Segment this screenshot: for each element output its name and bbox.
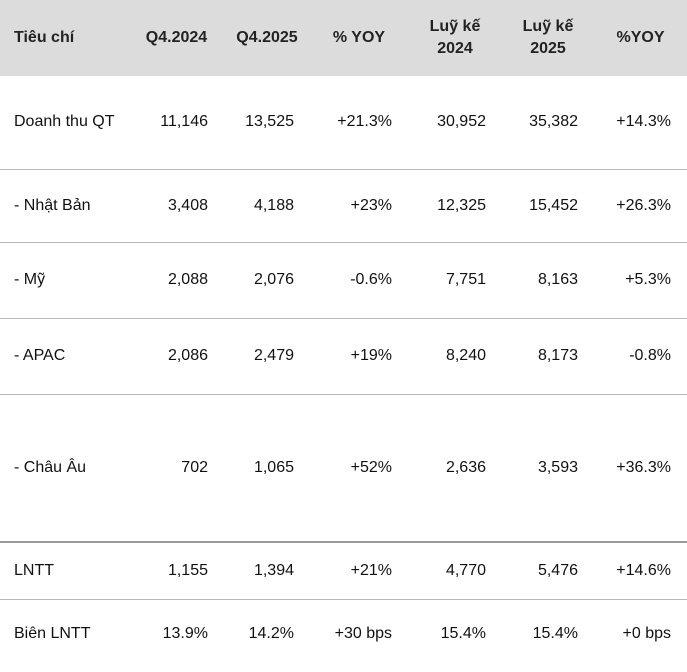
cell-ytd-2025: 8,173 [537,347,578,364]
header-yoy-ytd: %YOY [616,29,665,46]
row-label: - Nhật Bản [14,196,91,214]
header-ytd-2025-line1: Luỹ kế [522,18,574,35]
cell-yoy: +23% [350,196,392,214]
cell-yoy: +52% [350,458,392,476]
cell-ytd-2024: 4,770 [445,561,486,579]
cell-q4-2024: 2,088 [167,271,208,288]
cell-ytd-2024: 30,952 [437,113,486,131]
cell-yoy-ytd: +36.3% [616,458,671,476]
cell-q4-2025: 14.2% [248,625,294,643]
cell-q4-2025: 1,394 [253,561,294,579]
cell-yoy-ytd: +0 bps [622,625,671,643]
cell-ytd-2024: 2,636 [445,458,486,476]
cell-q4-2024: 2,086 [167,347,208,364]
cell-yoy-ytd: +5.3% [625,271,671,288]
cell-ytd-2024: 15.4% [440,625,486,643]
table-row: Doanh thu QT 11,146 13,525 +21.3% 30,952… [0,76,687,169]
row-label: Biên LNTT [14,625,91,643]
table-row: - Mỹ 2,088 2,076 -0.6% 7,751 8,163 +5.3% [0,242,687,318]
cell-q4-2025: 2,479 [253,347,294,364]
cell-yoy: +19% [350,347,392,364]
table-row: - Nhật Bản 3,408 4,188 +23% 12,325 15,45… [0,169,687,242]
cell-ytd-2025: 35,382 [529,113,578,131]
table-row: Biên LNTT 13.9% 14.2% +30 bps 15.4% 15.4… [0,599,687,669]
cell-q4-2024: 702 [181,458,208,476]
header-ytd-2024-line2: 2024 [437,40,473,57]
cell-yoy: -0.6% [350,271,392,288]
cell-ytd-2024: 12,325 [437,196,486,214]
cell-yoy-ytd: +14.6% [616,561,671,579]
cell-q4-2024: 3,408 [167,196,208,214]
header-ytd-2024-line1: Luỹ kế [429,18,481,35]
header-criteria: Tiêu chí [14,29,75,46]
cell-q4-2025: 2,076 [253,271,294,288]
cell-yoy: +30 bps [334,625,392,643]
table-row: - APAC 2,086 2,479 +19% 8,240 8,173 -0.8… [0,318,687,394]
row-label: - Mỹ [14,271,46,288]
header-yoy: % YOY [332,29,386,46]
cell-q4-2024: 13.9% [162,625,208,643]
row-label: - APAC [14,347,66,364]
header-q4-2025: Q4.2025 [236,29,298,46]
row-label: LNTT [14,561,54,579]
cell-ytd-2025: 15.4% [532,625,578,643]
header-ytd-2025-line2: 2025 [530,40,566,57]
cell-q4-2024: 1,155 [167,561,208,579]
cell-ytd-2024: 8,240 [445,347,486,364]
header-ytd-2024: Luỹ kế 2024 [408,0,502,76]
cell-ytd-2025: 15,452 [529,196,578,214]
cell-ytd-2025: 3,593 [537,458,578,476]
cell-ytd-2025: 8,163 [537,271,578,288]
row-label: - Châu Âu [14,458,87,476]
table-row: LNTT 1,155 1,394 +21% 4,770 5,476 +14.6% [0,542,687,599]
cell-q4-2025: 1,065 [253,458,294,476]
row-label: Doanh thu QT [14,113,115,131]
cell-q4-2025: 4,188 [253,196,294,214]
table-row: - Châu Âu 702 1,065 +52% 2,636 3,593 +36… [0,394,687,542]
cell-q4-2024: 11,146 [160,113,208,131]
cell-yoy-ytd: +26.3% [616,196,671,214]
header-row: Tiêu chí Q4.2024 Q4.2025 % YOY Luỹ kế 20… [0,0,687,76]
cell-yoy: +21% [350,561,392,579]
cell-ytd-2024: 7,751 [445,271,486,288]
cell-yoy-ytd: +14.3% [616,113,671,131]
header-ytd-2025: Luỹ kế 2025 [502,0,594,76]
cell-yoy: +21.3% [337,113,392,131]
cell-ytd-2025: 5,476 [537,561,578,579]
cell-yoy-ytd: -0.8% [629,347,671,364]
header-q4-2024: Q4.2024 [145,29,208,46]
cell-q4-2025: 13,525 [245,113,294,131]
